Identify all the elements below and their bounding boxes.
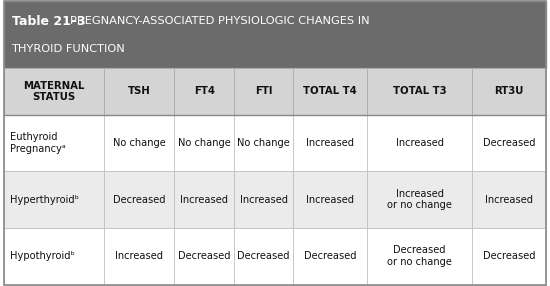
Text: Table 21–3: Table 21–3	[12, 15, 85, 28]
Bar	[4, 171, 103, 228]
Bar	[174, 228, 234, 285]
Text: Decreased: Decreased	[482, 251, 535, 261]
Text: Increased: Increased	[180, 195, 228, 204]
Bar	[4, 68, 103, 115]
Text: Decreased: Decreased	[178, 251, 230, 261]
Text: Increased: Increased	[240, 195, 288, 204]
Bar	[367, 228, 472, 285]
Text: No change: No change	[178, 138, 230, 148]
Text: Increased: Increased	[395, 138, 443, 148]
Bar	[472, 115, 546, 171]
Bar	[4, 228, 103, 285]
Bar	[103, 68, 174, 115]
Text: Decreased: Decreased	[482, 138, 535, 148]
Text: No change: No change	[237, 138, 290, 148]
Bar	[4, 115, 103, 171]
Text: MATERNAL
STATUS: MATERNAL STATUS	[23, 81, 85, 102]
Text: RT3U: RT3U	[494, 86, 524, 96]
Text: FT4: FT4	[194, 86, 214, 96]
Bar	[293, 115, 367, 171]
Bar	[472, 68, 546, 115]
Text: Decreased: Decreased	[238, 251, 290, 261]
Bar	[293, 228, 367, 285]
Text: TOTAL T4: TOTAL T4	[304, 86, 357, 96]
Text: No change: No change	[113, 138, 166, 148]
Bar	[367, 68, 472, 115]
Bar	[234, 171, 293, 228]
Bar	[472, 171, 546, 228]
Text: Increased: Increased	[485, 195, 533, 204]
Bar	[367, 115, 472, 171]
Text: FTI: FTI	[255, 86, 272, 96]
Bar	[174, 115, 234, 171]
Text: Increased
or no change: Increased or no change	[387, 189, 452, 210]
Bar	[234, 115, 293, 171]
Text: TSH: TSH	[128, 86, 150, 96]
Bar	[4, 1, 546, 68]
Text: Increased: Increased	[306, 138, 354, 148]
Text: Decreased
or no change: Decreased or no change	[387, 245, 452, 267]
Bar	[174, 68, 234, 115]
Text: Hyperthyroidᵇ: Hyperthyroidᵇ	[10, 195, 79, 204]
Text: PREGNANCY-ASSOCIATED PHYSIOLOGIC CHANGES IN: PREGNANCY-ASSOCIATED PHYSIOLOGIC CHANGES…	[70, 16, 370, 26]
Text: TOTAL T3: TOTAL T3	[393, 86, 446, 96]
Text: Hypothyroidᵇ: Hypothyroidᵇ	[10, 251, 75, 261]
Text: Increased: Increased	[115, 251, 163, 261]
Bar	[234, 68, 293, 115]
Bar	[103, 228, 174, 285]
Bar	[234, 228, 293, 285]
Bar	[293, 68, 367, 115]
Text: THYROID FUNCTION: THYROID FUNCTION	[12, 44, 125, 54]
Text: Euthyroid
Pregnancyᵃ: Euthyroid Pregnancyᵃ	[10, 132, 65, 154]
Bar	[103, 171, 174, 228]
Bar	[103, 115, 174, 171]
Bar	[174, 171, 234, 228]
Bar	[293, 171, 367, 228]
Bar	[472, 228, 546, 285]
Bar	[367, 171, 472, 228]
Text: Decreased: Decreased	[304, 251, 356, 261]
Text: Decreased: Decreased	[113, 195, 165, 204]
Text: Increased: Increased	[306, 195, 354, 204]
